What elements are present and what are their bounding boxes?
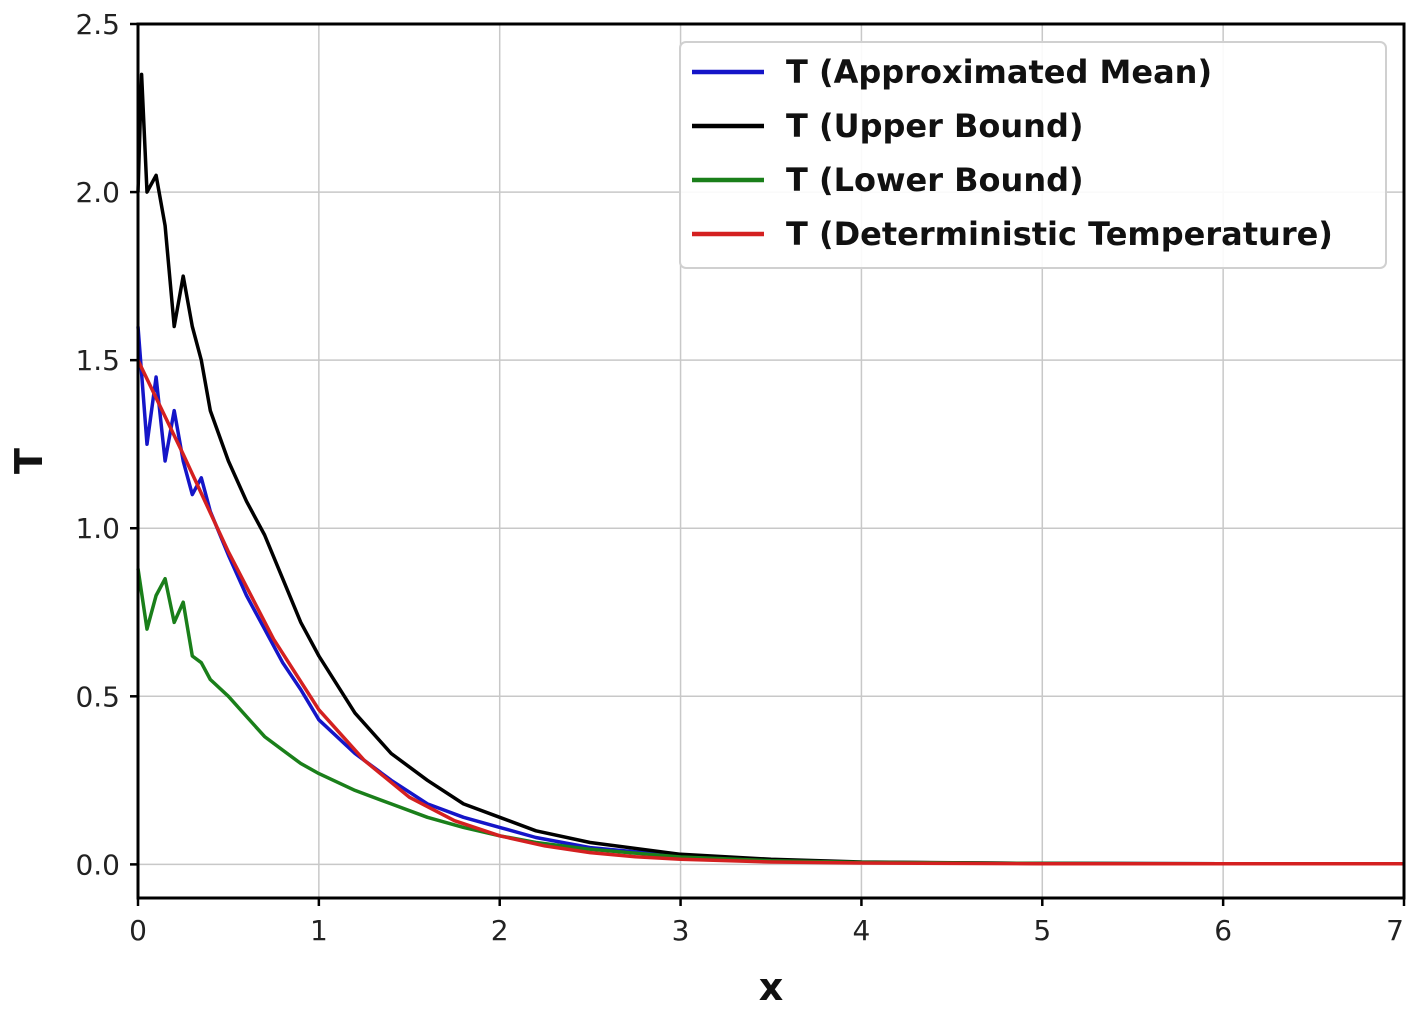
y-tick-label: 1.5 [75, 344, 120, 377]
x-tick-label: 7 [1386, 914, 1404, 947]
y-tick-label: 2.5 [75, 8, 120, 41]
series-line-3 [136, 568, 1404, 866]
y-tick-label: 0.0 [75, 848, 120, 881]
legend-label-3: T (Lower Bound) [786, 161, 1084, 199]
series-line-4 [136, 359, 1404, 866]
legend-label-4: T (Deterministic Temperature) [786, 215, 1333, 253]
x-tick-label: 1 [310, 914, 328, 947]
x-tick-label: 3 [672, 914, 690, 947]
x-tick-label: 0 [129, 914, 147, 947]
y-axis-label: T [7, 448, 51, 474]
x-axis-label: x [759, 965, 784, 1009]
y-tick-label: 0.5 [75, 680, 120, 713]
series-line-2 [136, 72, 1404, 866]
plot-frame [136, 22, 1406, 900]
x-tick-label: 4 [853, 914, 871, 947]
legend-label-2: T (Upper Bound) [786, 107, 1083, 145]
x-tick-label: 2 [491, 914, 509, 947]
y-tick-label: 1.0 [75, 512, 120, 545]
series-line-1 [136, 326, 1404, 866]
legend-box [679, 41, 1387, 269]
legend: T (Approximated Mean) T (Upper Bound) T (L… [679, 41, 1387, 269]
y-tick-label: 2.0 [75, 176, 120, 209]
legend-label-1: T (Approximated Mean) [786, 53, 1212, 91]
x-tick-label: 5 [1033, 914, 1051, 947]
x-tick-label: 6 [1214, 914, 1232, 947]
ticks: 0 1 2 3 4 5 6 7 0.0 0.5 1.0 1.5 2.0 2.5 [75, 8, 1406, 947]
series-layer [136, 72, 1404, 866]
